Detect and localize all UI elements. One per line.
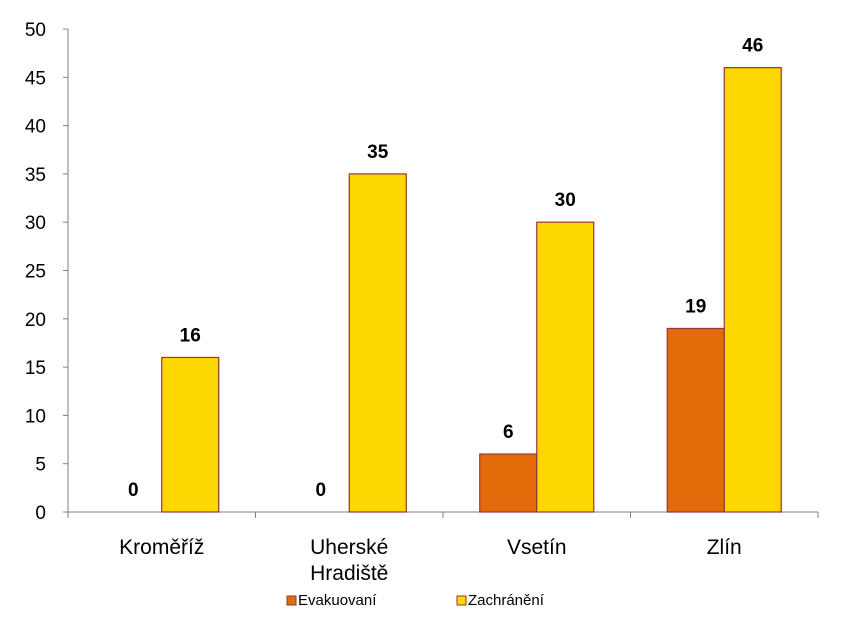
bar-zachránění bbox=[536, 221, 595, 513]
data-labels: 0 16 0 35 6 30 19 46 bbox=[128, 36, 763, 501]
y-tick-label: 50 bbox=[25, 20, 46, 41]
y-tick-label: 10 bbox=[25, 406, 46, 427]
y-tick-label: 40 bbox=[25, 117, 46, 138]
x-category-label: Zlín bbox=[707, 536, 742, 559]
legend: Evakuovaní Zachránění bbox=[286, 592, 545, 609]
data-label: 6 bbox=[503, 422, 514, 443]
legend-swatch bbox=[456, 595, 467, 606]
x-category-label: Kroměříž bbox=[119, 536, 204, 559]
legend-swatch bbox=[286, 595, 297, 606]
y-tick-label: 25 bbox=[25, 262, 46, 283]
bar-evakuovaní bbox=[479, 453, 538, 513]
y-tick-label: 15 bbox=[25, 358, 46, 379]
data-label: 35 bbox=[367, 142, 389, 163]
y-tick-label: 0 bbox=[35, 503, 46, 524]
data-label: 0 bbox=[315, 480, 326, 501]
y-tick-label: 45 bbox=[25, 68, 46, 89]
data-label: 16 bbox=[180, 325, 201, 346]
data-label: 19 bbox=[685, 296, 706, 317]
y-tick-label: 5 bbox=[35, 455, 46, 476]
y-tick-label: 20 bbox=[25, 310, 46, 331]
bar-evakuovaní bbox=[666, 327, 725, 513]
legend-label: Evakuovaní bbox=[298, 592, 377, 609]
data-label: 30 bbox=[555, 190, 576, 211]
x-category-label: Uherské Hradiště bbox=[310, 536, 388, 585]
bar-zachránění bbox=[723, 67, 782, 513]
bar-zachránění bbox=[161, 356, 220, 513]
data-label: 46 bbox=[742, 36, 763, 57]
y-tick-label: 35 bbox=[25, 165, 46, 186]
data-label: 0 bbox=[128, 480, 139, 501]
legend-label: Zachránění bbox=[468, 592, 545, 609]
x-category-label: Vsetín bbox=[507, 536, 567, 559]
axes: 0 5 10 15 20 25 30 35 40 45 50 Kroměříž Uherské Hradi… bbox=[25, 20, 819, 585]
bars bbox=[161, 67, 782, 513]
y-tick-label: 30 bbox=[25, 213, 46, 234]
bar-zachránění bbox=[348, 173, 407, 513]
